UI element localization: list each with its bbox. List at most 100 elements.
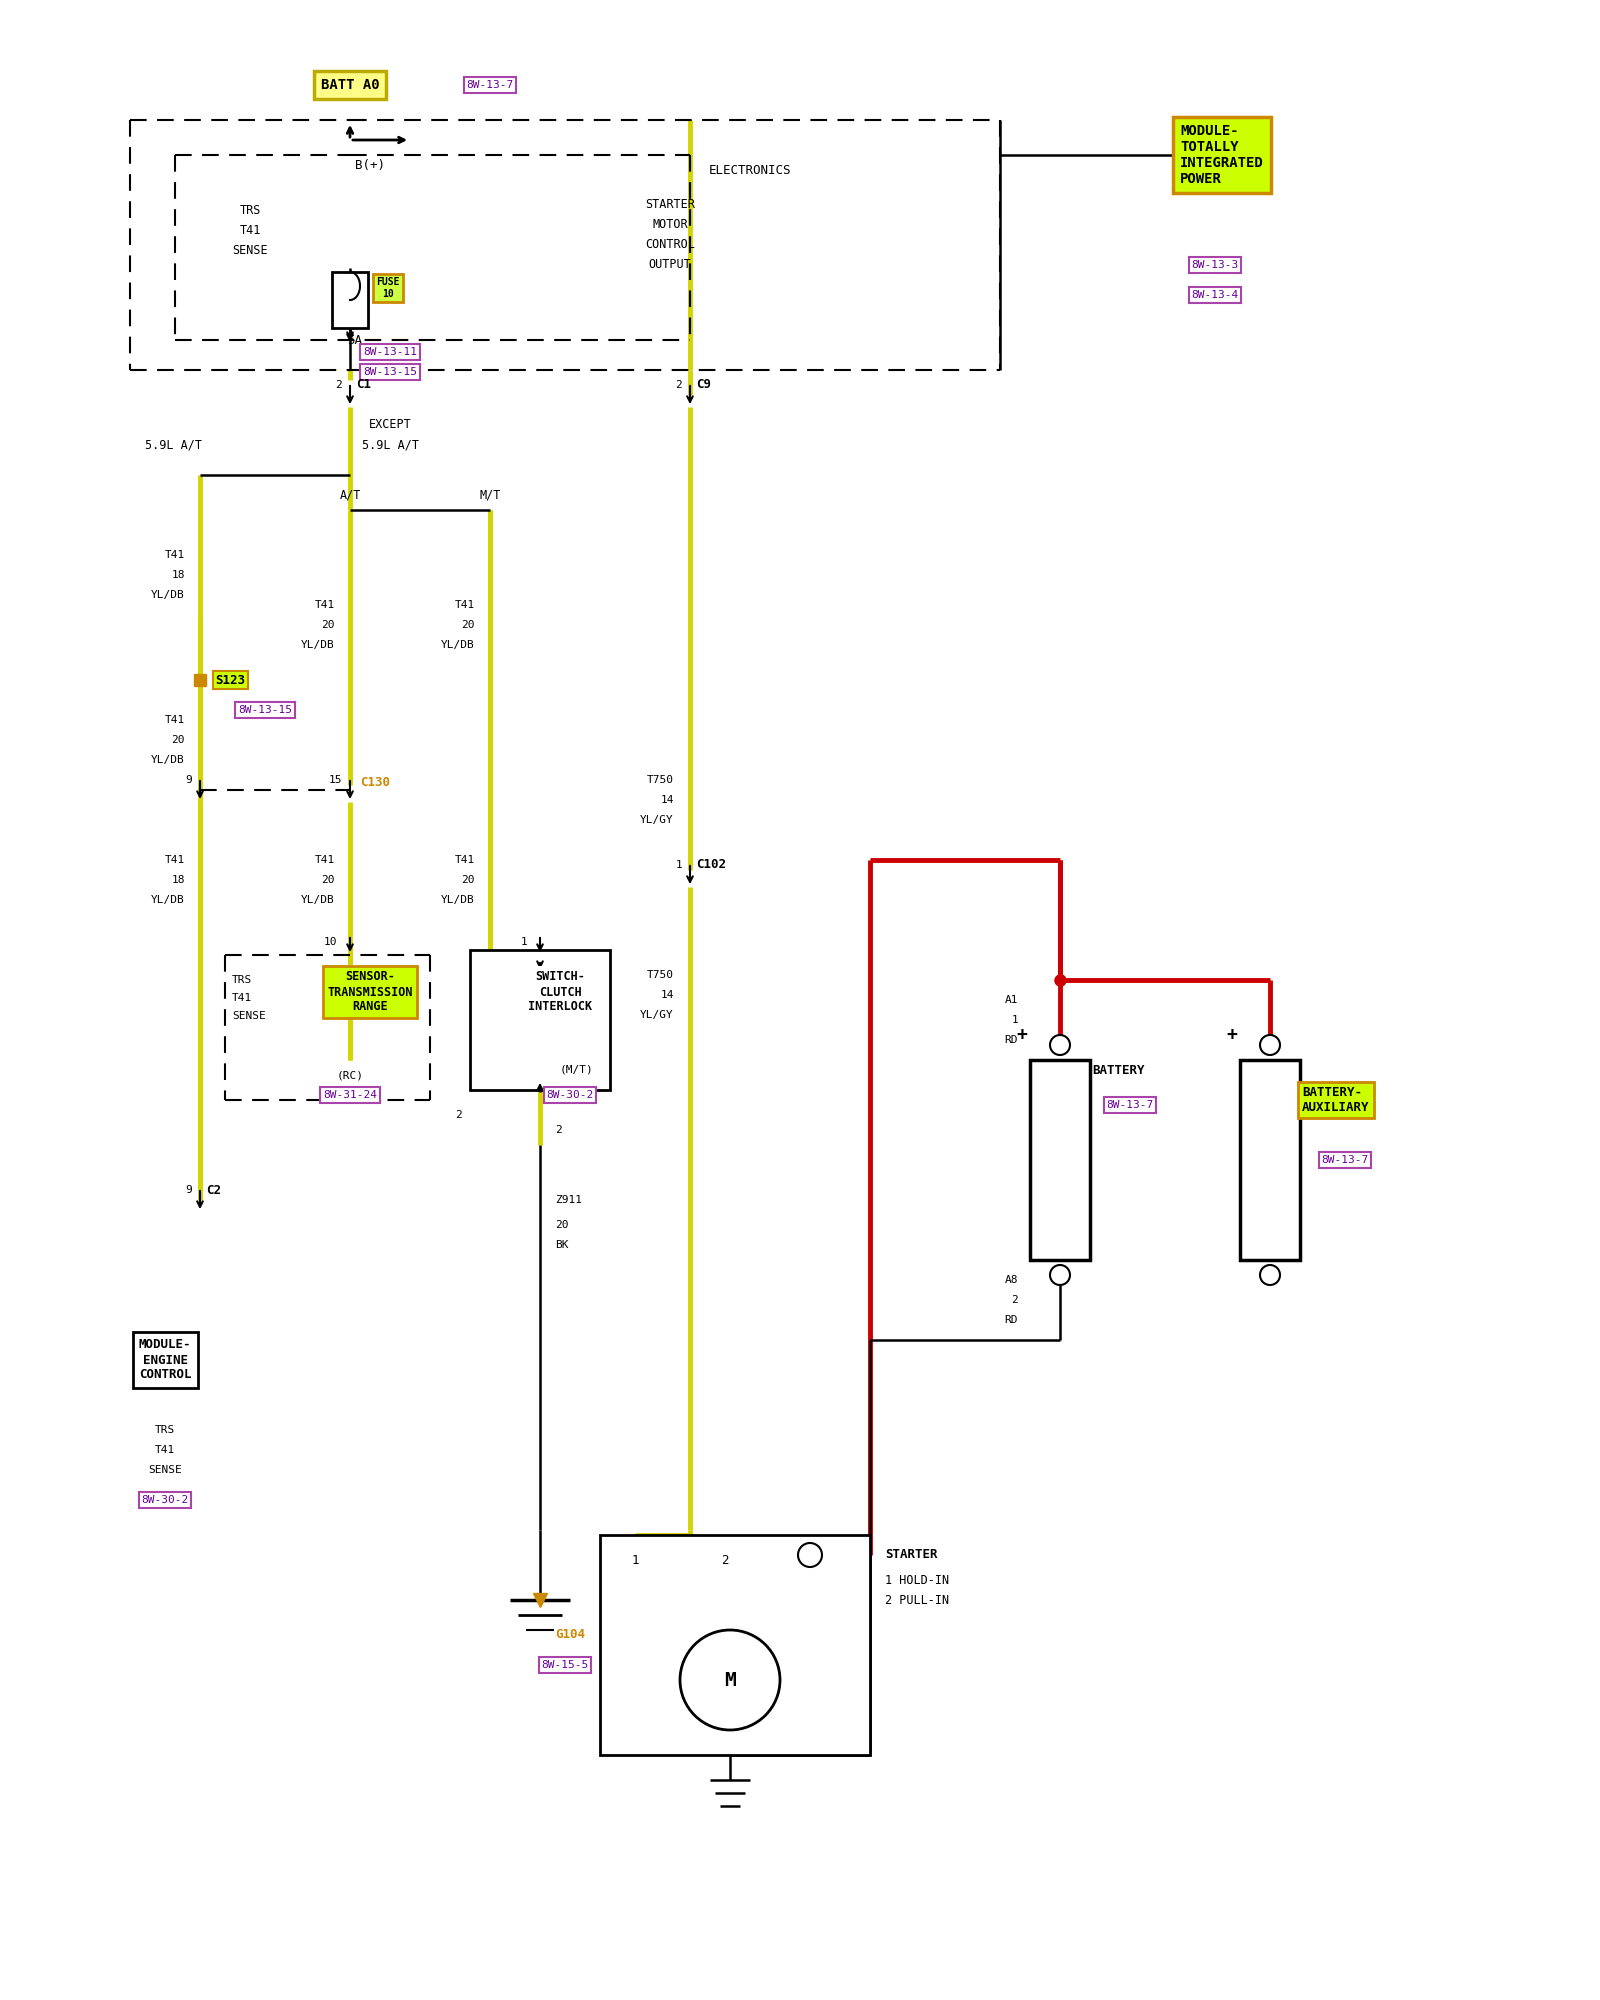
Text: C2: C2 (206, 1184, 221, 1196)
Text: T41: T41 (315, 856, 334, 864)
Text: 2: 2 (675, 380, 682, 390)
Text: MODULE-
ENGINE
CONTROL: MODULE- ENGINE CONTROL (139, 1338, 192, 1382)
Text: 2 PULL-IN: 2 PULL-IN (885, 1594, 949, 1606)
Text: 20: 20 (555, 1220, 568, 1230)
Text: CONTROL: CONTROL (645, 238, 694, 252)
Text: 14: 14 (661, 990, 674, 1000)
Text: 1: 1 (632, 1554, 638, 1566)
Text: 20: 20 (461, 620, 475, 630)
Text: FUSE
10: FUSE 10 (376, 278, 400, 298)
Bar (470, 950, 610, 1090)
Text: 2: 2 (1011, 1296, 1018, 1304)
Text: 2: 2 (336, 380, 342, 390)
Text: 2: 2 (555, 1124, 562, 1136)
Text: C130: C130 (360, 776, 390, 788)
Text: 1: 1 (1011, 1016, 1018, 1024)
Text: 2: 2 (722, 1554, 728, 1566)
Bar (1240, 1060, 1299, 1260)
Text: TRS: TRS (232, 976, 253, 984)
Text: RD: RD (1005, 1316, 1018, 1324)
Text: YL/DB: YL/DB (442, 640, 475, 650)
Bar (333, 272, 368, 328)
Text: A/T: A/T (339, 488, 360, 502)
Text: TRS: TRS (240, 204, 261, 216)
Text: T41: T41 (165, 716, 186, 724)
Text: 2: 2 (456, 1110, 462, 1120)
Text: 14: 14 (661, 794, 674, 804)
Text: YL/GY: YL/GY (640, 1010, 674, 1020)
Text: T41: T41 (165, 550, 186, 560)
Text: 8W-13-4: 8W-13-4 (1192, 290, 1238, 300)
Text: EXCEPT: EXCEPT (368, 418, 411, 432)
Text: YL/GY: YL/GY (640, 816, 674, 824)
Text: 18: 18 (171, 876, 186, 884)
Text: YL/DB: YL/DB (152, 590, 186, 600)
Text: C9: C9 (696, 378, 710, 392)
Text: T41: T41 (155, 1444, 174, 1456)
Text: 9: 9 (186, 774, 192, 784)
Text: YL/DB: YL/DB (442, 896, 475, 904)
Text: 20: 20 (322, 876, 334, 884)
Text: 1 HOLD-IN: 1 HOLD-IN (885, 1574, 949, 1586)
Text: 5A: 5A (347, 334, 363, 346)
Text: Z911: Z911 (555, 1194, 582, 1204)
Text: 20: 20 (322, 620, 334, 630)
Text: BATTERY: BATTERY (1091, 1064, 1144, 1076)
Text: T750: T750 (646, 774, 674, 784)
Text: TRS: TRS (155, 1424, 174, 1436)
Text: 20: 20 (171, 734, 186, 744)
Text: 8W-13-7: 8W-13-7 (466, 80, 514, 90)
Text: BK: BK (555, 1240, 568, 1250)
Text: 1: 1 (675, 860, 682, 870)
Bar (600, 1536, 870, 1756)
Text: 9: 9 (186, 1184, 192, 1194)
Text: 20: 20 (461, 876, 475, 884)
Text: 5.9L A/T: 5.9L A/T (146, 438, 202, 452)
Text: RD: RD (1005, 1036, 1018, 1044)
Text: YL/DB: YL/DB (301, 896, 334, 904)
Text: (M/T): (M/T) (560, 1064, 594, 1076)
Text: C1: C1 (355, 378, 371, 392)
Text: BATT A0: BATT A0 (320, 78, 379, 92)
Text: +: + (1016, 1026, 1027, 1044)
Text: 8W-30-2: 8W-30-2 (546, 1090, 594, 1100)
Text: 8W-13-7: 8W-13-7 (1106, 1100, 1154, 1110)
Text: SENSE: SENSE (232, 1012, 266, 1020)
Text: SENSE: SENSE (232, 244, 267, 256)
Text: YL/DB: YL/DB (301, 640, 334, 650)
Text: T41: T41 (240, 224, 261, 236)
Text: SENSOR-
TRANSMISSION
RANGE: SENSOR- TRANSMISSION RANGE (328, 970, 413, 1014)
Text: 8W-13-7: 8W-13-7 (1322, 1156, 1368, 1164)
Text: A8: A8 (1005, 1276, 1018, 1286)
Text: MOTOR: MOTOR (653, 218, 688, 232)
Text: S123: S123 (214, 674, 245, 686)
Text: M/T: M/T (480, 488, 501, 502)
Text: (RC): (RC) (336, 1070, 363, 1080)
Text: T41: T41 (454, 856, 475, 864)
Text: C102: C102 (696, 858, 726, 872)
Text: 8W-15-5: 8W-15-5 (541, 1660, 589, 1670)
Text: A1: A1 (1005, 994, 1018, 1004)
Text: BATTERY-
AUXILIARY: BATTERY- AUXILIARY (1302, 1086, 1370, 1114)
Text: M: M (725, 1670, 736, 1690)
Text: T41: T41 (454, 600, 475, 610)
Text: YL/DB: YL/DB (152, 896, 186, 904)
Text: SWITCH-
CLUTCH
INTERLOCK: SWITCH- CLUTCH INTERLOCK (528, 970, 592, 1014)
Text: STARTER: STARTER (645, 198, 694, 212)
Text: SENSE: SENSE (149, 1464, 182, 1476)
Text: 8W-30-2: 8W-30-2 (141, 1496, 189, 1504)
Text: 8W-13-15: 8W-13-15 (363, 368, 418, 376)
Bar (1030, 1060, 1090, 1260)
Text: MODULE-
TOTALLY
INTEGRATED
POWER: MODULE- TOTALLY INTEGRATED POWER (1181, 124, 1264, 186)
Text: 5.9L A/T: 5.9L A/T (362, 438, 419, 452)
Text: 10: 10 (323, 936, 338, 948)
Text: YL/DB: YL/DB (152, 754, 186, 764)
Text: T41: T41 (232, 992, 253, 1004)
Text: 15: 15 (328, 774, 342, 784)
Text: STARTER: STARTER (885, 1548, 938, 1562)
Text: OUTPUT: OUTPUT (648, 258, 691, 272)
Text: T750: T750 (646, 970, 674, 980)
Text: +: + (1227, 1026, 1237, 1044)
Text: 1: 1 (520, 936, 526, 948)
Text: T41: T41 (165, 856, 186, 864)
